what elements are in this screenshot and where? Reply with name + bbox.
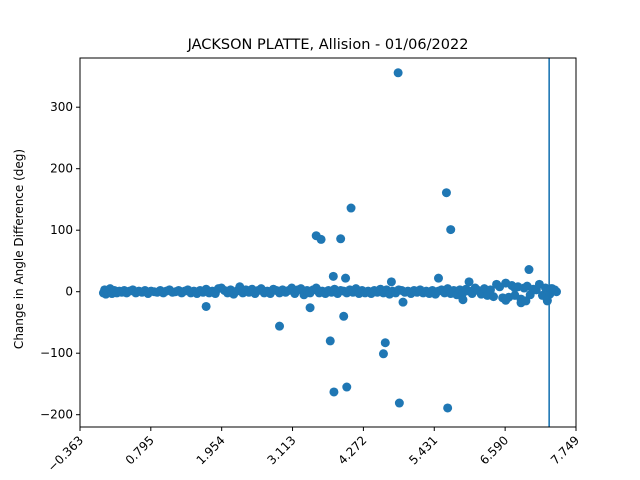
data-point <box>393 68 403 78</box>
chart-title: JACKSON PLATTE, Allision - 01/06/2022 <box>187 37 469 53</box>
data-point <box>329 387 339 397</box>
data-point <box>316 234 326 244</box>
data-point <box>398 297 408 307</box>
y-tick-label: 100 <box>50 223 73 237</box>
data-point <box>433 273 443 283</box>
y-tick-label: 300 <box>50 100 73 114</box>
data-point <box>485 285 495 295</box>
y-tick-label: −100 <box>40 346 73 360</box>
data-point <box>341 273 351 283</box>
data-point <box>201 301 211 311</box>
data-point <box>346 203 356 213</box>
data-point <box>336 234 346 244</box>
data-point <box>510 283 520 293</box>
data-point <box>501 295 511 305</box>
scatter-points <box>98 68 561 413</box>
data-point <box>489 292 499 302</box>
y-tick-label: 200 <box>50 162 73 176</box>
data-point <box>443 403 453 413</box>
data-point <box>441 188 451 198</box>
data-point <box>380 338 390 348</box>
data-point <box>464 277 474 287</box>
plot-area-frame <box>79 57 577 428</box>
data-point <box>524 265 534 275</box>
data-point <box>386 277 396 287</box>
data-point <box>394 398 404 408</box>
y-tick-label: 0 <box>65 285 73 299</box>
data-point <box>378 349 388 359</box>
data-point <box>446 225 456 235</box>
data-point <box>342 382 352 392</box>
data-point <box>325 336 335 346</box>
data-point <box>339 311 349 321</box>
y-tick-label: −200 <box>40 408 73 422</box>
data-point <box>458 295 468 305</box>
data-point <box>305 303 315 313</box>
y-axis-ticks: −200 −100 0 100 200 300 <box>40 100 80 422</box>
data-point <box>546 284 556 294</box>
data-point <box>521 296 531 306</box>
data-point <box>542 295 552 305</box>
data-point <box>328 271 338 281</box>
data-point <box>275 321 285 331</box>
y-axis-label: Change in Angle Difference (deg) <box>12 149 26 349</box>
